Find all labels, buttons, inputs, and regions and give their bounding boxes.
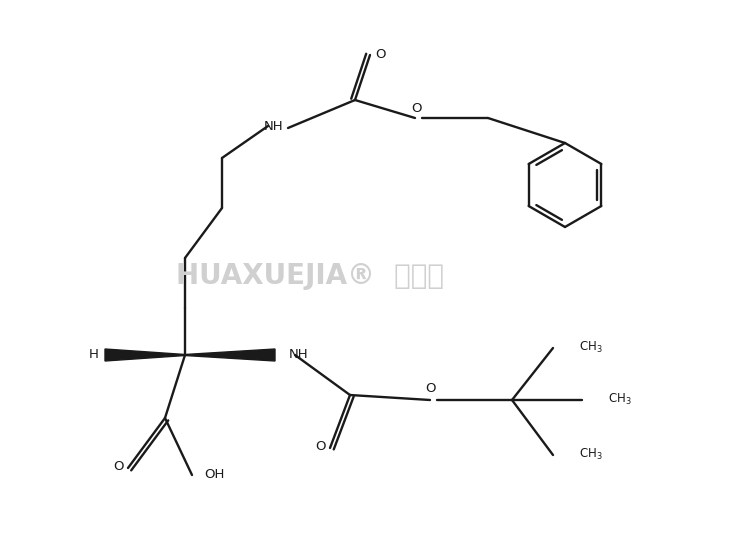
Polygon shape [105, 349, 185, 361]
Text: O: O [426, 383, 437, 395]
Text: NH: NH [264, 121, 284, 133]
Text: O: O [113, 460, 123, 472]
Polygon shape [185, 349, 275, 361]
Text: H: H [89, 348, 99, 362]
Text: O: O [314, 441, 325, 453]
Text: HUAXUEJIA®  化学加: HUAXUEJIA® 化学加 [176, 262, 444, 290]
Text: OH: OH [204, 467, 225, 481]
Text: O: O [411, 102, 421, 114]
Text: CH$_3$: CH$_3$ [579, 340, 602, 354]
Text: O: O [375, 48, 385, 60]
Text: CH$_3$: CH$_3$ [608, 392, 632, 406]
Text: CH$_3$: CH$_3$ [579, 446, 602, 462]
Text: NH: NH [289, 347, 308, 361]
